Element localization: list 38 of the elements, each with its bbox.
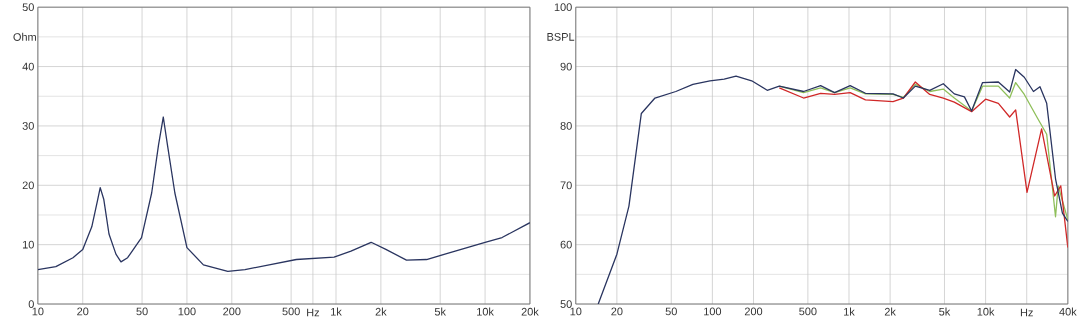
y-tick-label: 60 <box>560 240 572 249</box>
y-tick-label: 20 <box>22 181 34 190</box>
x-tick-label: 1k <box>331 307 342 316</box>
x-tick-label: 10 <box>570 307 582 316</box>
y-axis-title: BSPL <box>547 33 575 41</box>
x-tick-label: 50 <box>136 307 148 316</box>
x-tick-label: 20 <box>77 307 89 316</box>
y-tick-label: 50 <box>22 3 34 12</box>
x-tick-label: 200 <box>223 307 241 316</box>
y-tick-label: 10 <box>22 240 34 249</box>
y-tick-label: 70 <box>560 181 572 190</box>
y-tick-label: 50 <box>560 300 572 308</box>
y-tick-label: 40 <box>22 62 34 71</box>
x-tick-label: 100 <box>704 307 722 316</box>
x-tick-label: 200 <box>744 307 763 316</box>
x-axis-title: Hz <box>1020 308 1033 317</box>
x-tick-label: 10k <box>977 307 995 316</box>
x-tick-label: 500 <box>282 307 300 316</box>
x-tick-label: 40k <box>1059 307 1077 316</box>
y-tick-label: 30 <box>22 122 34 130</box>
x-tick-label: 2k <box>884 307 896 316</box>
x-tick-label: 50 <box>665 307 677 316</box>
x-tick-label: 2k <box>375 307 387 316</box>
y-tick-label: 100 <box>554 3 572 12</box>
y-tick-label: 0 <box>28 300 34 308</box>
x-tick-label: 1k <box>844 307 855 316</box>
y-tick-label: 80 <box>560 122 572 130</box>
y-axis-title: Ohm <box>13 32 36 41</box>
y-tick-label: 90 <box>560 62 572 71</box>
x-tick-label: 5k <box>434 307 447 316</box>
x-tick-label: 100 <box>178 307 196 316</box>
x-tick-label: 5k <box>939 307 951 316</box>
x-tick-label: 500 <box>799 307 817 316</box>
x-axis-title: Hz <box>307 308 320 317</box>
x-tick-label: 10 <box>32 307 44 316</box>
x-tick-label: 10k <box>477 307 494 316</box>
x-tick-label: 20k <box>521 307 539 316</box>
x-tick-label: 20 <box>611 307 623 316</box>
